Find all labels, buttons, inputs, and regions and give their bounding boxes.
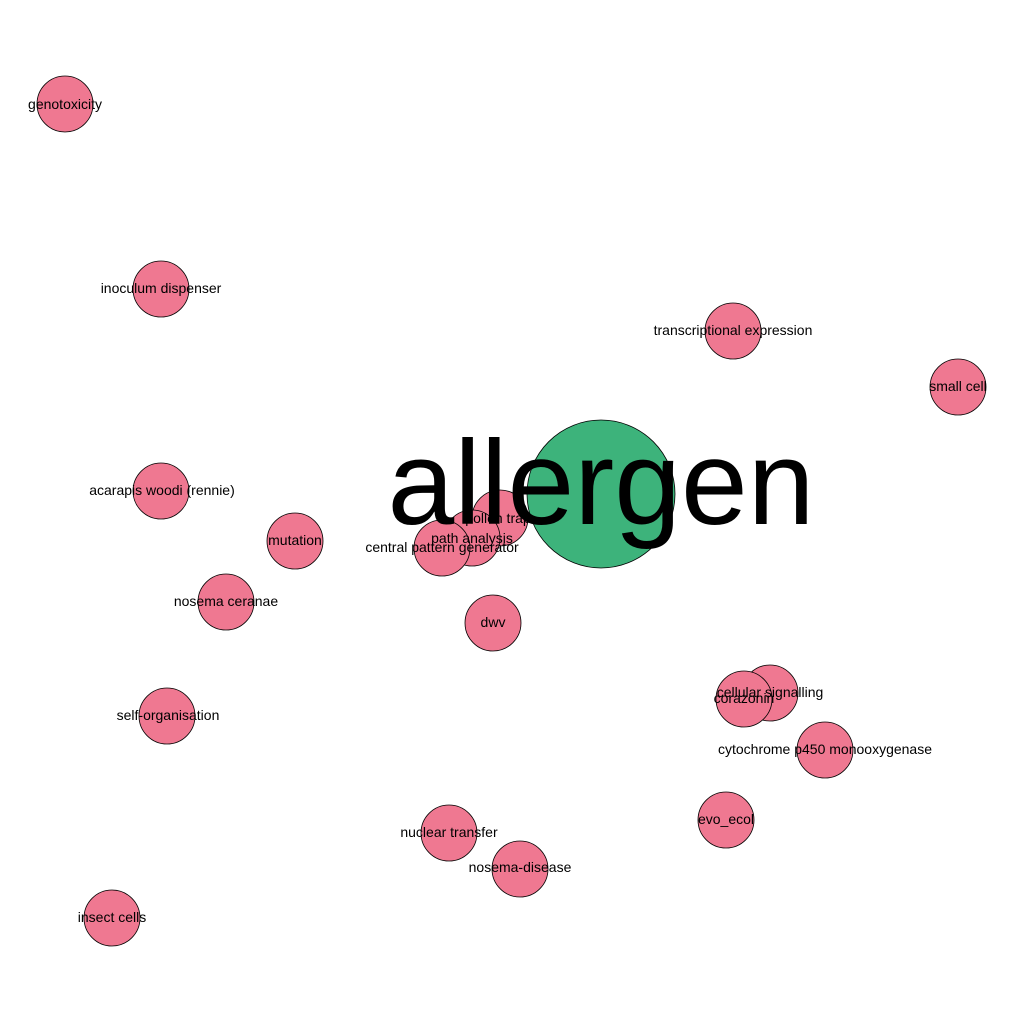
node-circle (132, 462, 190, 520)
node-label: mutation (268, 532, 322, 548)
graph-node-allergen[interactable] (526, 419, 676, 569)
node-circle (420, 804, 478, 862)
node-circle (413, 519, 471, 577)
graph-node-transcriptional-expression[interactable]: transcriptional expression (654, 302, 813, 360)
node-label: small cell (929, 378, 987, 394)
node-circle (704, 302, 762, 360)
graph-node-cytochrome-p450[interactable]: cytochrome p450 monooxygenase (718, 721, 932, 779)
node-label: genotoxicity (28, 96, 102, 112)
graph-node-evo-ecol[interactable]: evo_ecol (697, 791, 755, 849)
node-label: acarapis woodi (rennie) (89, 482, 235, 498)
node-circle (464, 594, 522, 652)
node-label-path-analysis: path analysis (431, 530, 513, 546)
node-circle (491, 840, 549, 898)
node-label: evo_ecol (698, 811, 754, 827)
node-circle (197, 573, 255, 631)
graph-node-nuclear-transfer[interactable] (420, 804, 478, 862)
node-circle (132, 260, 190, 318)
graph-node-genotoxicity[interactable]: genotoxicity (28, 75, 102, 133)
node-circle (715, 670, 773, 728)
graph-node-inoculum-dispenser[interactable]: inoculum dispenser (101, 260, 222, 318)
node-circle (138, 687, 196, 745)
graph-node-corazonin[interactable] (715, 670, 773, 728)
node-circle (697, 791, 755, 849)
node-label: nosema-disease (469, 859, 572, 875)
graph-node-small-cell[interactable]: small cell (929, 358, 987, 416)
node-label: dwv (481, 614, 506, 630)
node-circle (36, 75, 94, 133)
graph-node-dwv[interactable]: dwv (464, 594, 522, 652)
graph-node-mutation[interactable]: mutation (266, 512, 324, 570)
graph-node-central-pattern-generator[interactable] (413, 519, 471, 577)
node-label-cellular-signalling: cellular signalling (717, 684, 824, 700)
node-label: insect cells (78, 909, 146, 925)
node-label: self-organisation (117, 707, 220, 723)
node-label: inoculum dispenser (101, 280, 222, 296)
node-label-nuclear-transfer: nuclear transfer (400, 824, 498, 840)
graph-node-acarapis-woodi[interactable]: acarapis woodi (rennie) (89, 462, 235, 520)
node-circle (83, 889, 141, 947)
node-label-central-pattern-generator: central pattern generator (365, 539, 519, 555)
node-label-pollen-trap: pollen trap (465, 510, 531, 526)
node-circle (266, 512, 324, 570)
graph-node-nosema-disease[interactable]: nosema-disease (469, 840, 572, 898)
node-label: transcriptional expression (654, 322, 813, 338)
graph-node-insect-cells[interactable]: insect cells (78, 889, 146, 947)
center-node-label: allergen (388, 416, 815, 550)
center-node-circle (526, 419, 676, 569)
node-label: cytochrome p450 monooxygenase (718, 741, 932, 757)
node-circle (796, 721, 854, 779)
node-label-corazonin: corazonin (714, 690, 775, 706)
graph-node-self-organisation[interactable]: self-organisation (117, 687, 220, 745)
node-label: nosema ceranae (174, 593, 279, 609)
graph-node-nosema-ceranae[interactable]: nosema ceranae (174, 573, 279, 631)
node-circle (929, 358, 987, 416)
